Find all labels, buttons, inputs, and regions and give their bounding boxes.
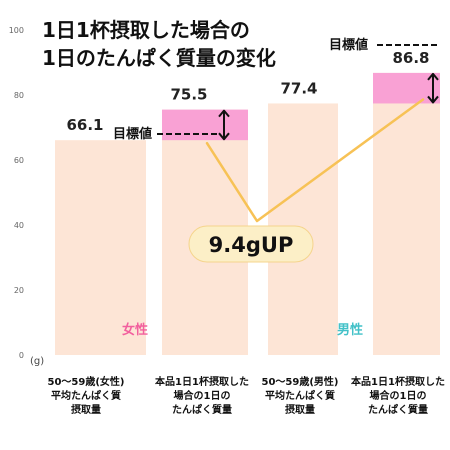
bar: [373, 72, 440, 356]
chart-title-line-2: 1日のたんぱく質量の変化: [42, 46, 276, 70]
group-label: 女性: [122, 322, 148, 338]
bar-value-label: 86.8: [392, 49, 429, 67]
y-axis-unit: (g): [30, 356, 44, 367]
y-tick-label: 20: [14, 286, 24, 295]
chart-title-line-1: 1日1杯摂取した場合の: [42, 18, 250, 42]
double-arrow-icon: [427, 72, 439, 104]
target-label: 目標値: [113, 126, 152, 142]
x-category-label: 場合の1日の: [370, 389, 427, 402]
increase-badge-pill: [188, 225, 314, 263]
increase-connector-line: [205, 98, 425, 223]
bar-value-label: 66.1: [66, 116, 103, 134]
increase-badge: 9.4gUP: [188, 225, 314, 263]
x-category-label: 本品1日1杯摂取した: [351, 375, 445, 388]
group-label: 男性: [337, 322, 363, 338]
x-category-label: 平均たんぱく質: [51, 389, 121, 402]
bar: [55, 140, 146, 355]
arrow-head-down: [218, 132, 230, 141]
x-category-label: たんぱく質量: [172, 403, 232, 416]
y-tick-label: 80: [14, 91, 24, 100]
x-category-label: 50～59歳(女性): [48, 375, 125, 388]
x-category-label: 平均たんぱく質: [265, 389, 335, 402]
bar-increase-segment: [162, 109, 248, 141]
y-tick-label: 60: [14, 156, 24, 165]
y-tick-label: 40: [14, 221, 24, 230]
double-arrow-icon: [218, 109, 230, 141]
y-tick-label: 100: [9, 26, 24, 35]
arrow-head-up: [218, 109, 230, 118]
x-category-label: 摂取量: [285, 403, 315, 416]
arrow-head-up: [427, 72, 439, 81]
x-category-label: 本品1日1杯摂取した: [155, 375, 249, 388]
labels: 66.150～59歳(女性)平均たんぱく質摂取量75.5本品1日1杯摂取した場合…: [48, 49, 445, 416]
y-tick-label: 0: [19, 351, 24, 360]
x-category-label: たんぱく質量: [368, 403, 428, 416]
x-category-label: 摂取量: [71, 403, 101, 416]
arrow-head-down: [427, 95, 439, 104]
x-category-label: 50～59歳(男性): [262, 375, 339, 388]
bar-value-label: 77.4: [280, 79, 317, 97]
bar-value-label: 75.5: [170, 86, 207, 104]
target-label: 目標値: [329, 37, 368, 53]
y-axis-ticks: 0 20 40 60 80 100: [9, 26, 24, 360]
increase-badge-text: 9.4gUP: [209, 233, 294, 257]
x-category-label: 場合の1日の: [174, 389, 231, 402]
target-marker: 目標値: [113, 126, 217, 142]
target-marker: 目標値: [329, 37, 438, 53]
